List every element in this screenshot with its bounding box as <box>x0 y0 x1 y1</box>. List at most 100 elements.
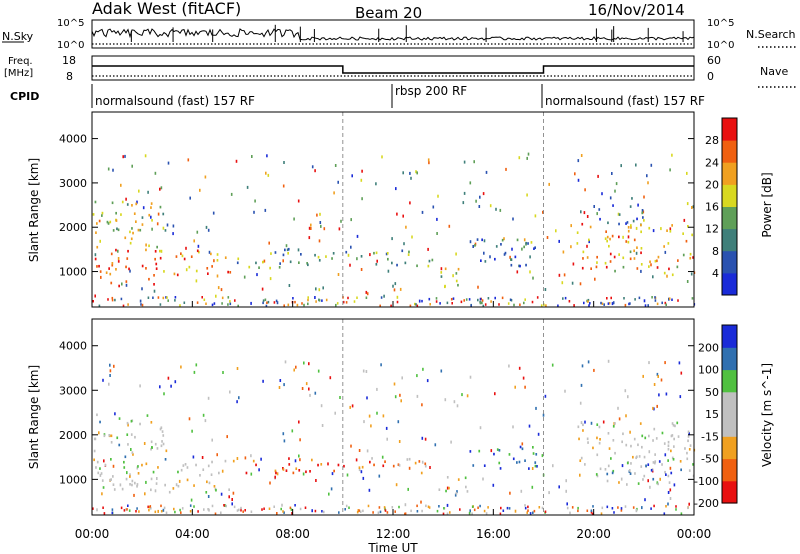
power-speckle <box>643 299 646 303</box>
power-speckle <box>147 190 149 194</box>
power-speckle <box>580 210 582 214</box>
power-speckle <box>418 299 421 303</box>
power-speckle <box>204 175 207 179</box>
power-speckle <box>269 277 272 281</box>
power-cell <box>523 245 525 249</box>
velocity-cell <box>599 438 601 441</box>
power-speckle <box>361 197 363 201</box>
velocity-speckle <box>178 479 181 483</box>
velocity-speckle <box>620 477 623 481</box>
velocity-ground-speckle <box>416 510 419 513</box>
velocity-cell <box>282 468 285 471</box>
velocity-colorbar-tick: 100 <box>698 364 719 377</box>
power-ground-speckle <box>92 300 94 303</box>
power-ground-speckle <box>183 301 186 304</box>
velocity-speckle <box>581 364 584 368</box>
power-speckle <box>523 238 526 242</box>
velocity-speckle <box>102 378 104 382</box>
power-speckle <box>411 235 413 239</box>
velocity-cell <box>607 432 610 435</box>
velocity-speckle <box>317 369 320 373</box>
velocity-speckle <box>195 363 198 367</box>
power-cell <box>111 201 114 205</box>
power-ytick-label: 4000 <box>59 133 87 146</box>
power-speckle <box>207 228 210 232</box>
power-cell <box>504 251 507 255</box>
power-cell <box>618 253 620 256</box>
power-cell <box>444 267 447 271</box>
velocity-speckle <box>627 395 629 399</box>
velocity-cell <box>534 464 537 468</box>
velocity-cell <box>671 456 674 460</box>
power-ground-speckle <box>365 296 368 299</box>
power-speckle <box>436 232 438 235</box>
velocity-speckle <box>366 449 369 453</box>
velocity-speckle <box>311 509 313 513</box>
power-cell <box>391 261 393 265</box>
velocity-speckle <box>346 473 349 477</box>
velocity-speckle <box>531 485 534 489</box>
velocity-speckle <box>226 435 228 439</box>
power-ytick-label: 3000 <box>59 177 87 190</box>
velocity-ground-speckle <box>125 508 127 511</box>
power-ground-speckle <box>205 302 207 305</box>
velocity-speckle <box>308 387 310 391</box>
power-speckle <box>609 196 612 200</box>
power-speckle <box>472 245 474 248</box>
velocity-speckle <box>642 374 644 378</box>
velocity-ground-speckle <box>225 504 227 508</box>
power-speckle <box>579 282 582 286</box>
power-speckle <box>403 242 405 246</box>
velocity-cell <box>369 460 371 464</box>
velocity-data <box>92 359 696 516</box>
power-speckle <box>489 204 492 208</box>
velocity-speckle <box>193 370 196 374</box>
power-ground-speckle <box>587 298 590 302</box>
power-ground-speckle <box>507 302 510 305</box>
velocity-ground-speckle <box>92 507 94 510</box>
power-ground-speckle <box>601 302 604 305</box>
velocity-speckle <box>305 382 308 386</box>
power-speckle <box>253 210 255 214</box>
velocity-ground-speckle <box>211 504 214 508</box>
velocity-cell <box>152 470 155 474</box>
velocity-speckle <box>629 430 631 434</box>
power-cell <box>625 240 628 243</box>
velocity-speckle <box>211 438 213 442</box>
velocity-speckle <box>376 387 378 391</box>
velocity-cell <box>408 457 411 461</box>
power-speckle <box>558 273 561 277</box>
power-speckle <box>614 189 616 193</box>
velocity-speckle <box>109 369 112 373</box>
velocity-cell <box>687 430 690 434</box>
power-cell <box>642 216 644 219</box>
velocity-cell <box>295 467 298 470</box>
velocity-ground-speckle <box>680 512 683 515</box>
power-ground-speckle <box>213 302 216 305</box>
velocity-ground-speckle <box>207 508 209 511</box>
velocity-ground-speckle <box>446 512 449 515</box>
power-cell <box>269 266 271 270</box>
power-cell <box>198 250 200 254</box>
velocity-speckle <box>679 395 682 399</box>
velocity-ground-speckle <box>323 510 325 514</box>
power-ground-speckle <box>266 301 268 304</box>
velocity-ground-speckle <box>384 509 387 512</box>
velocity-ground-speckle <box>127 504 129 507</box>
power-speckle <box>482 192 485 196</box>
power-speckle <box>529 270 531 274</box>
velocity-cell <box>99 420 101 424</box>
velocity-ground-speckle <box>500 506 502 510</box>
power-speckle <box>391 237 393 241</box>
velocity-ground-speckle <box>236 509 239 512</box>
power-cell <box>116 227 118 231</box>
power-speckle <box>337 273 340 276</box>
power-ground-speckle <box>414 302 416 306</box>
velocity-cell <box>596 423 599 426</box>
power-cell <box>96 245 99 249</box>
power-speckle <box>212 211 215 215</box>
power-speckle <box>282 259 284 263</box>
velocity-ground-speckle <box>577 509 579 513</box>
velocity-speckle <box>688 502 690 506</box>
power-cell <box>96 222 98 225</box>
